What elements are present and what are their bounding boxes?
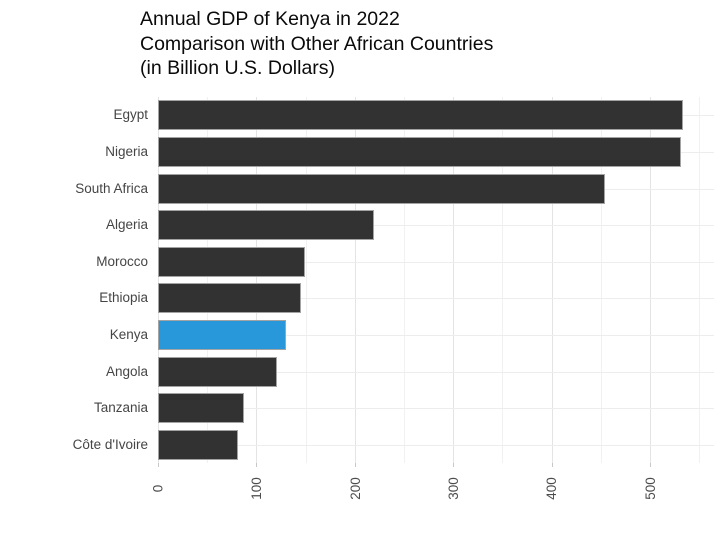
y-label-tanzania: Tanzania xyxy=(93,400,148,416)
x-tick-400 xyxy=(551,463,553,467)
y-axis-labels: Egypt Nigeria South Africa Algeria Morocco Et… xyxy=(0,97,148,463)
chart-title-line-3: (in Billion U.S. Dollars) xyxy=(140,57,336,79)
x-tick-label-200: 200 xyxy=(345,468,365,508)
gridline-major-300 xyxy=(453,97,455,463)
bar-nigeria xyxy=(158,136,681,167)
gridline-minor-50 xyxy=(207,97,209,463)
x-tick-label-0: 0 xyxy=(148,468,168,508)
gridline-major-200 xyxy=(354,97,356,463)
x-tick-label-text-300: 300 xyxy=(445,476,461,500)
gridline-minor-350 xyxy=(502,97,504,463)
bar-ethiopia xyxy=(158,283,301,314)
gridline-row-tanzania xyxy=(158,408,714,410)
bar-algeria xyxy=(158,210,375,241)
gridline-row-kenya xyxy=(158,334,714,336)
x-tick-label-100: 100 xyxy=(246,468,266,508)
x-tick-200 xyxy=(354,463,356,467)
x-tick-label-text-200: 200 xyxy=(347,476,363,500)
gridline-major-500 xyxy=(650,97,652,463)
gridline-major-0 xyxy=(158,97,159,463)
gridline-major-100 xyxy=(256,97,258,463)
y-label-egypt: Egypt xyxy=(113,107,148,123)
y-label-nigeria: Nigeria xyxy=(105,143,148,159)
y-label-algeria: Algeria xyxy=(105,217,148,233)
bar-tanzania xyxy=(158,393,244,424)
bar-kenya xyxy=(158,319,286,350)
chart-title-line-2: Comparison with Other African Countries xyxy=(140,32,494,55)
bar-c-te-d-ivoire xyxy=(158,429,238,460)
x-tick-500 xyxy=(650,463,652,467)
x-tick-label-text-500: 500 xyxy=(642,476,658,500)
x-tick-300 xyxy=(453,463,455,467)
y-label-morocco: Morocco xyxy=(96,253,148,269)
bar-morocco xyxy=(158,246,305,277)
bar-angola xyxy=(158,356,278,387)
y-label-ethiopia: Ethiopia xyxy=(99,290,148,306)
gridline-major-400 xyxy=(551,97,553,463)
y-label-c-te-d-ivoire: Côte d'Ivoire xyxy=(72,436,148,452)
x-tick-label-500: 500 xyxy=(640,468,660,508)
y-label-kenya: Kenya xyxy=(109,326,148,342)
x-tick-label-text-0: 0 xyxy=(150,484,166,492)
gridline-row-angola xyxy=(158,371,714,373)
chart-title: Annual GDP of Kenya in 2022 Comparison w… xyxy=(140,7,493,81)
bar-south-africa xyxy=(158,173,605,204)
gridline-row-ethiopia xyxy=(158,298,714,300)
gridline-minor-450 xyxy=(600,97,602,463)
gridline-row-algeria xyxy=(158,225,714,227)
gridline-minor-150 xyxy=(305,97,307,463)
gridline-row-morocco xyxy=(158,261,714,263)
x-tick-100 xyxy=(256,463,258,467)
bar-egypt xyxy=(158,100,684,131)
x-tick-label-400: 400 xyxy=(542,468,562,508)
y-label-angola: Angola xyxy=(105,363,148,379)
y-label-south-africa: South Africa xyxy=(75,180,148,196)
x-tick-label-text-100: 100 xyxy=(248,476,264,500)
x-tick-label-text-400: 400 xyxy=(544,476,560,500)
x-tick-0 xyxy=(158,463,159,467)
chart-title-line-1: Annual GDP of Kenya in 2022 xyxy=(140,8,400,30)
gridline-minor-250 xyxy=(404,97,406,463)
plot-panel xyxy=(158,97,714,463)
gridline-row-c-te-d-ivoire xyxy=(158,444,714,446)
gridline-minor-550 xyxy=(699,97,701,463)
x-tick-label-300: 300 xyxy=(443,468,463,508)
